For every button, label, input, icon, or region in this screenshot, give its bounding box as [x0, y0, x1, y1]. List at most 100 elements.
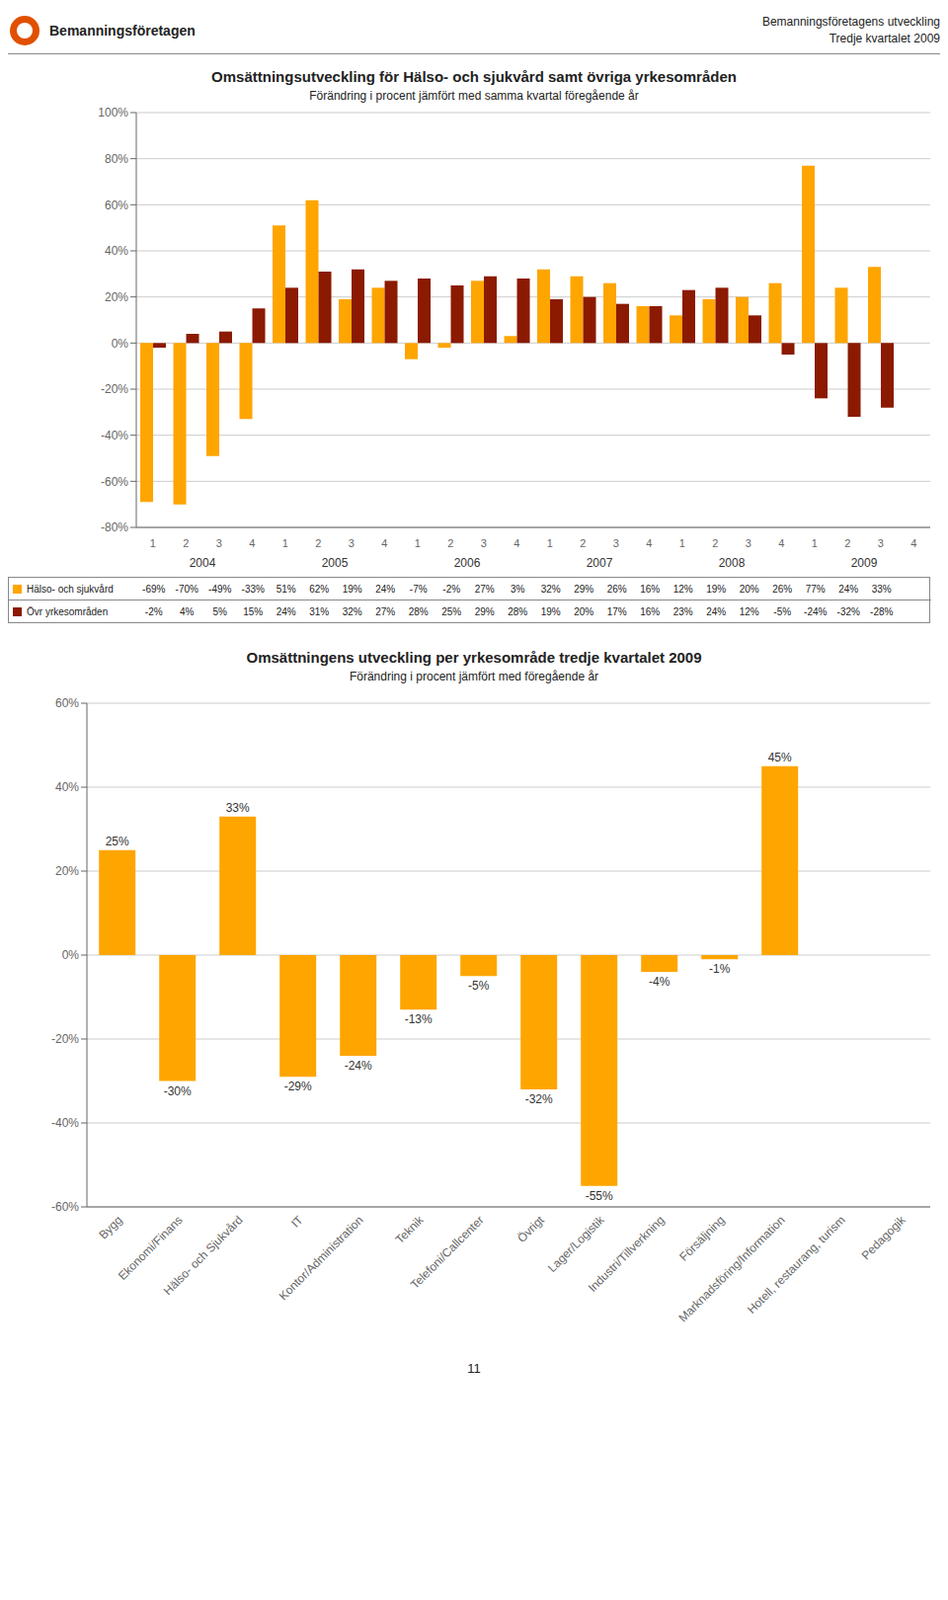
- html-text:Bemanningsföretagen: Bemanningsföretagen: [49, 22, 196, 39]
- svg-text:60%: 60%: [104, 198, 129, 213]
- html-text:24%: 24%: [276, 605, 297, 617]
- html-text:4%: 4%: [179, 605, 195, 617]
- svg-text:3: 3: [348, 537, 355, 550]
- svg-text:3: 3: [216, 537, 223, 550]
- svg-text:4: 4: [248, 537, 255, 550]
- svg-text:2009: 2009: [851, 555, 878, 570]
- svg-text:80%: 80%: [104, 152, 129, 166]
- html-text:Tredje kvartalet 2009: Tredje kvartalet 2009: [829, 31, 941, 46]
- html-text:23%: 23%: [673, 605, 694, 617]
- svg-text:40%: 40%: [55, 780, 79, 794]
- html-text:15%: 15%: [243, 605, 263, 617]
- html-text:20%: 20%: [573, 605, 594, 617]
- svg-text:Industri/Tillverkning: Industri/Tillverkning: [585, 1212, 668, 1295]
- svg-text:4: 4: [778, 537, 785, 550]
- svg-text:IT: IT: [288, 1212, 307, 1231]
- svg-text:-5%: -5%: [468, 978, 490, 993]
- svg-text:Övrigt: Övrigt: [514, 1212, 548, 1246]
- svg-text:-13%: -13%: [404, 1012, 433, 1027]
- svg-text:2: 2: [447, 537, 454, 550]
- svg-text:3: 3: [745, 537, 752, 550]
- svg-text:2005: 2005: [321, 555, 349, 570]
- svg-text:1: 1: [547, 537, 553, 550]
- svg-text:4: 4: [513, 537, 520, 550]
- svg-text:4: 4: [381, 537, 388, 550]
- svg-text:60%: 60%: [55, 696, 79, 711]
- svg-text:1: 1: [282, 537, 289, 550]
- svg-text:-40%: -40%: [100, 428, 129, 443]
- svg-text:Hotell, restaurang, turism: Hotell, restaurang, turism: [744, 1212, 849, 1317]
- svg-text:Hälso- och Sjukvård: Hälso- och Sjukvård: [160, 1212, 246, 1298]
- svg-text:2: 2: [315, 537, 321, 550]
- svg-text:Teknik: Teknik: [393, 1212, 428, 1248]
- svg-text:33%: 33%: [226, 800, 250, 815]
- svg-text:0%: 0%: [111, 336, 130, 351]
- html-text:Bemanningsföretagens utvecklin: Bemanningsföretagens utveckling: [762, 14, 941, 29]
- svg-text:Lager/Logistik: Lager/Logistik: [545, 1212, 608, 1275]
- svg-text:-80%: -80%: [100, 520, 129, 535]
- svg-text:Pedagogik: Pedagogik: [859, 1212, 910, 1264]
- svg-text:3: 3: [480, 537, 487, 550]
- svg-text:4: 4: [910, 537, 917, 550]
- svg-text:-24%: -24%: [344, 1058, 373, 1073]
- svg-text:Kontor/Administration: Kontor/Administration: [276, 1212, 367, 1303]
- svg-text:2008: 2008: [718, 555, 746, 570]
- svg-text:Bygg: Bygg: [95, 1212, 125, 1242]
- svg-text:Ekonomi/Finans: Ekonomi/Finans: [115, 1212, 186, 1283]
- svg-text:-60%: -60%: [100, 474, 129, 489]
- svg-text:20%: 20%: [104, 290, 129, 305]
- html-text:-2%: -2%: [144, 605, 163, 617]
- svg-text:25%: 25%: [105, 834, 130, 849]
- svg-text:2: 2: [711, 537, 718, 550]
- svg-text:1: 1: [811, 537, 818, 550]
- html-text:27%: 27%: [375, 605, 396, 617]
- svg-text:1: 1: [150, 537, 157, 550]
- svg-text:2006: 2006: [454, 555, 481, 570]
- svg-text:1: 1: [679, 537, 686, 550]
- html-text:Förändring i procent jämfört m: Förändring i procent jämfört med samma k…: [309, 88, 639, 103]
- html-text:28%: 28%: [408, 605, 429, 617]
- svg-text:100%: 100%: [97, 105, 129, 120]
- svg-text:2: 2: [182, 537, 189, 550]
- svg-text:-30%: -30%: [163, 1084, 192, 1099]
- html-text:25%: 25%: [441, 605, 462, 617]
- svg-text:2004: 2004: [189, 555, 217, 570]
- svg-text:-32%: -32%: [525, 1092, 553, 1106]
- svg-text:-60%: -60%: [51, 1199, 79, 1214]
- svg-text:2: 2: [844, 537, 851, 550]
- html-text:Övr yrkesområden: Övr yrkesområden: [26, 605, 108, 617]
- svg-text:-4%: -4%: [648, 974, 671, 989]
- html-text:Förändring i procent jämfört m: Förändring i procent jämfört med föregåe…: [349, 669, 599, 684]
- html-text:11: 11: [467, 1360, 481, 1376]
- svg-text:-20%: -20%: [51, 1031, 79, 1046]
- html-text:19%: 19%: [540, 605, 561, 617]
- html-text:Omsättningens utveckling per y: Omsättningens utveckling per yrkesområde…: [246, 648, 702, 666]
- html-text:28%: 28%: [507, 605, 528, 617]
- svg-text:-55%: -55%: [585, 1188, 614, 1203]
- svg-text:1: 1: [414, 537, 421, 550]
- svg-text:-40%: -40%: [51, 1115, 79, 1130]
- svg-text:2: 2: [579, 537, 586, 550]
- svg-text:Telefoni/Callcenter: Telefoni/Callcenter: [407, 1212, 487, 1292]
- svg-text:40%: 40%: [104, 243, 129, 258]
- svg-text:3: 3: [877, 537, 884, 550]
- svg-text:0%: 0%: [62, 948, 80, 962]
- svg-text:-1%: -1%: [709, 961, 731, 976]
- html-text:32%: 32%: [342, 605, 363, 617]
- svg-text:Marknadsföring/Information: Marknadsföring/Information: [675, 1212, 788, 1325]
- svg-text:4: 4: [645, 537, 652, 550]
- html-text:5%: 5%: [212, 605, 228, 617]
- svg-text:45%: 45%: [768, 750, 792, 765]
- html-text:29%: 29%: [474, 605, 495, 617]
- svg-text:2007: 2007: [586, 555, 614, 570]
- svg-text:-29%: -29%: [284, 1079, 313, 1094]
- html-text:16%: 16%: [640, 605, 660, 617]
- html-text:31%: 31%: [309, 605, 330, 617]
- html-text:24%: 24%: [706, 605, 727, 617]
- svg-text:20%: 20%: [55, 864, 79, 878]
- svg-text:-20%: -20%: [100, 382, 129, 396]
- html-text:Omsättningsutveckling för Häls: Omsättningsutveckling för Hälso- och sju…: [211, 68, 737, 85]
- svg-text:Försäljning: Försäljning: [676, 1212, 727, 1264]
- svg-text:3: 3: [613, 537, 620, 550]
- html-text:17%: 17%: [607, 605, 627, 617]
